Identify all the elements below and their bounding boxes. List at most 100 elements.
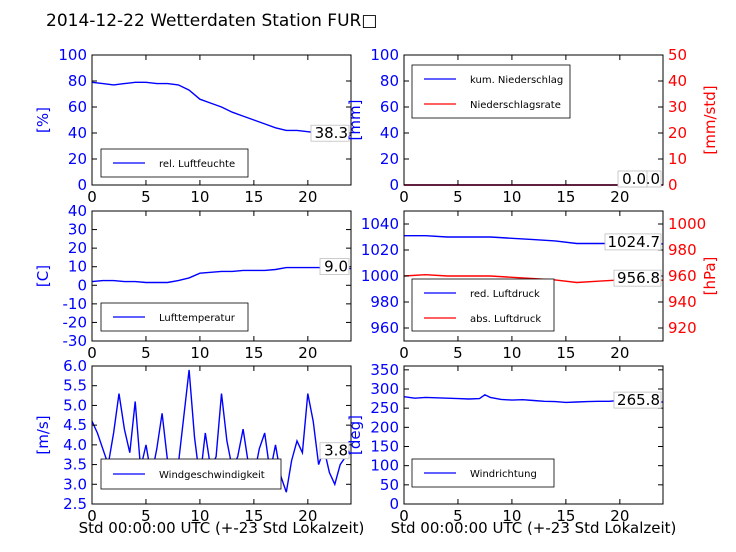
x-tick-label: 5 [141,507,151,525]
x-tick-label: 10 [502,344,521,362]
y-tick-label: 10 [68,258,87,276]
last-value-box [613,269,662,287]
y-axis-label: [C] [34,265,52,287]
last-value-label: 0.0 [622,170,646,188]
x-tick-label: 15 [244,188,263,206]
y-axis-label: [%] [34,107,52,133]
y-tick-label: 0 [389,176,399,194]
y-tick-label: 20 [68,239,87,257]
y-right-tick-label: 20 [668,124,687,142]
x-tick-label: 0 [399,507,409,525]
last-value-box [310,124,350,142]
y-right-axis-label: [hPa] [701,257,719,296]
x-tick-label: 20 [298,344,317,362]
legend-label: Windgeschwindigkeit [159,470,265,481]
y-tick-label: 5.5 [63,377,87,395]
y-tick-label: 30 [68,221,87,239]
panel-middle-right: 0 5 10 15 20 960 980 1000 1020 1040 920 940 960 980 10… [361,210,719,362]
x-tick-label: 0 [87,188,97,206]
last-value-label: 1024.7 [608,233,661,251]
x-tick-label: 20 [610,188,629,206]
y-right-tick-label: 1000 [668,215,706,233]
y-tick-label: -30 [63,332,88,350]
y-tick-label: -10 [63,295,88,313]
y-tick-label: 1020 [361,241,399,259]
x-tick-label: 10 [190,344,209,362]
x-tick-label: 15 [556,507,575,525]
y-tick-label: 300 [370,380,399,398]
legend-label: abs. Luftdruck [470,314,541,325]
x-tick-label: 5 [453,507,463,525]
last-value-box [613,391,662,409]
x-tick-label: 5 [141,344,151,362]
y-tick-label: 40 [68,124,87,142]
y-tick-label: -20 [63,313,88,331]
x-tick-label: 10 [502,188,521,206]
y-right-tick-label: 10 [668,150,687,168]
x-tick-label: 15 [556,188,575,206]
y-tick-label: 40 [380,124,399,142]
y-tick-label: 60 [68,98,87,116]
legend-box [411,278,555,332]
y-right-tick-label: 50 [668,46,687,64]
y-tick-label: 4.5 [63,416,87,434]
y-tick-label: 20 [68,150,87,168]
x-tick-label: 20 [610,344,629,362]
y-tick-label: 3.0 [63,475,87,493]
x-tick-label: 20 [298,188,317,206]
y-tick-label: 40 [68,202,87,220]
x-axis-label: Std 00:00:00 UTC (+-23 Std Lokalzeit) [391,519,677,537]
x-tick-label: 0 [87,507,97,525]
y-tick-label: 0 [389,495,399,513]
y-tick-label: 150 [370,438,399,456]
last-value-box [319,258,350,275]
y-tick-label: 0 [77,176,87,194]
y-right-axis-label: [mm/std] [701,85,719,154]
figure-title: 2014-12-22 Wetterdaten Station FUR□ [46,11,377,31]
y-tick-label: 100 [58,46,87,64]
y-tick-label: 100 [370,457,399,475]
axes-frame [403,54,664,186]
series-line-rel-luftfeuchte [91,81,352,137]
x-tick-label: 20 [298,507,317,525]
y-right-tick-label: 0 [668,176,678,194]
axes-frame [403,365,664,505]
x-tick-label: 15 [244,344,263,362]
y-right-tick-label: 40 [668,72,687,90]
x-tick-label: 15 [244,507,263,525]
y-tick-label: 80 [68,72,87,90]
axes-frame [91,54,352,186]
last-value-box [319,442,350,460]
panel-middle-left: 0 5 10 15 20-30-20-10010203040[C]Lufttempera… [34,202,352,362]
y-tick-label: 0 [77,276,87,294]
last-value-label: 38.3 [315,124,348,142]
y-right-tick-label: 920 [668,319,697,337]
y-tick-label: 980 [370,293,399,311]
y-tick-label: 6.0 [63,357,87,375]
last-value-box [617,170,648,188]
x-tick-label: 10 [190,507,209,525]
x-tick-label: 15 [556,344,575,362]
legend-label: Lufttemperatur [159,313,236,324]
last-value-box [604,233,662,251]
x-tick-label: 0 [87,344,97,362]
x-tick-label: 0 [399,344,409,362]
y-tick-label: 960 [370,319,399,337]
y-right-tick-label: 30 [668,98,687,116]
y-tick-label: 60 [380,98,399,116]
y-tick-label: 20 [380,150,399,168]
x-tick-label: 10 [502,507,521,525]
x-tick-label: 20 [610,507,629,525]
series-line-lufttemperatur [91,266,351,284]
y-tick-label: 3.5 [63,456,87,474]
x-tick-label: 5 [453,344,463,362]
y-tick-label: 1040 [361,215,399,233]
x-tick-label: 5 [453,188,463,206]
legend-label: Windrichtung [470,469,537,480]
axes-frame [91,210,352,342]
last-value-label: 9.0 [324,258,348,276]
x-tick-label: 10 [190,188,209,206]
y-tick-label: 250 [370,399,399,417]
